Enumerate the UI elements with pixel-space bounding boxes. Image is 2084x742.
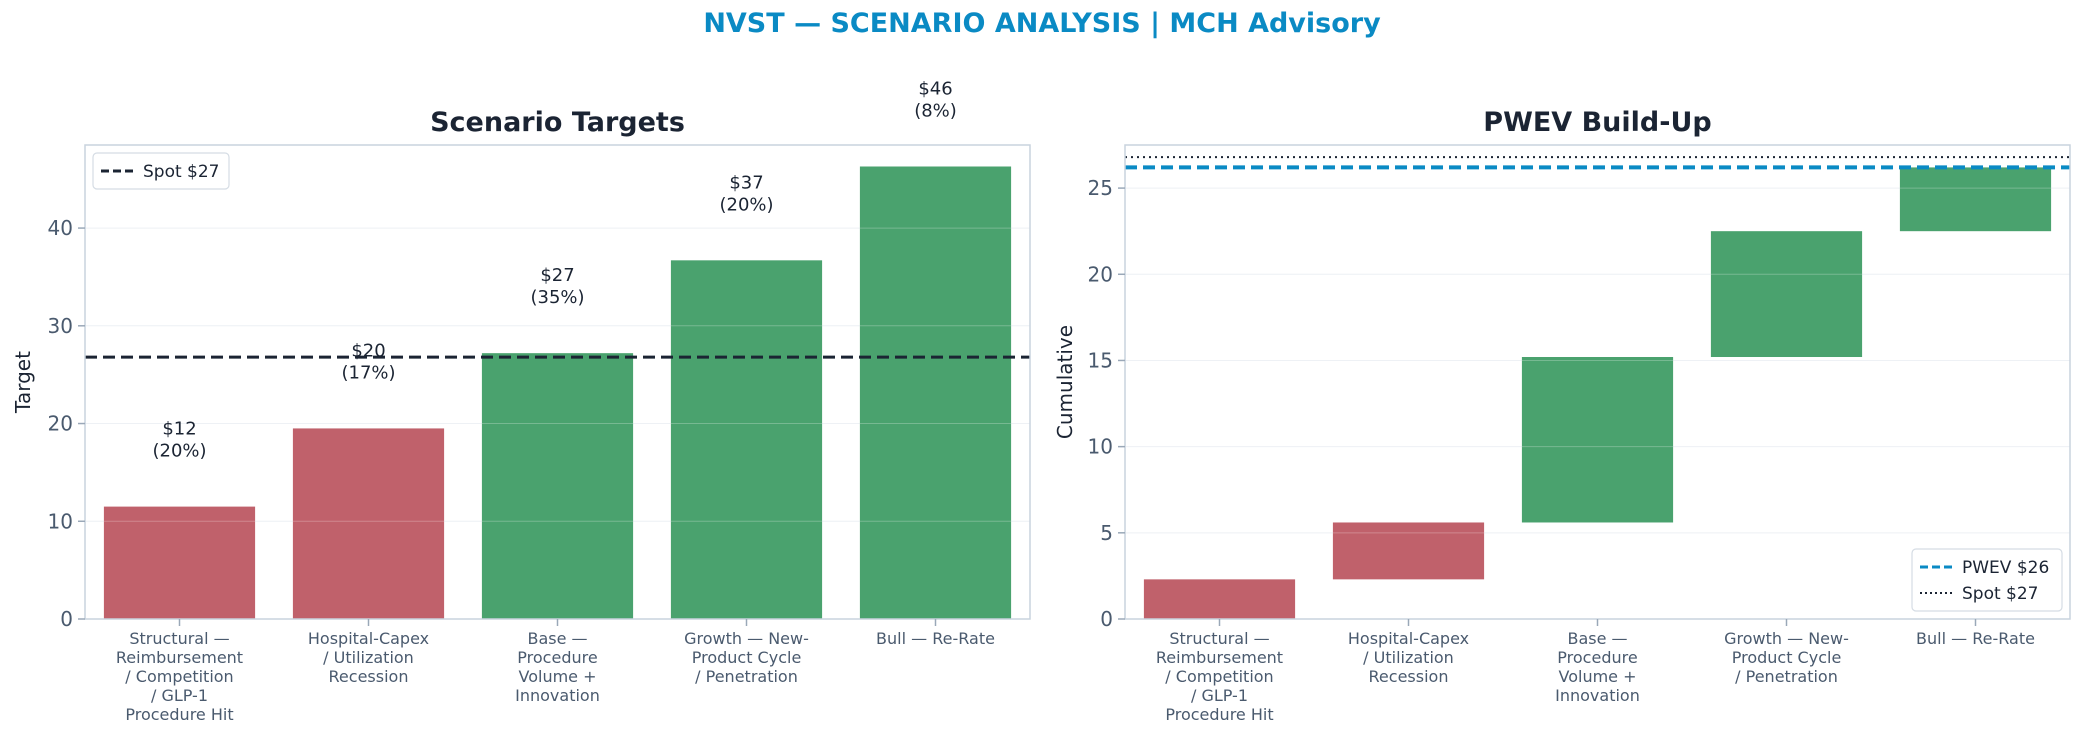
bar-value-label: (17%) — [341, 362, 395, 383]
x-tick-label: Structural — — [1169, 629, 1269, 648]
bar-value-label: $20 — [351, 340, 385, 361]
legend-label: Spot $27 — [143, 162, 220, 182]
bar — [292, 428, 445, 619]
x-tick-label: / Utilization — [323, 648, 414, 667]
x-tick-label: / Competition — [125, 667, 233, 686]
bar — [1899, 167, 2052, 232]
bar — [1710, 231, 1863, 358]
bar — [1143, 579, 1296, 619]
legend-box — [1911, 548, 2063, 612]
x-tick-label: Hospital-Capex — [308, 629, 429, 648]
x-tick-label: Volume + — [1559, 667, 1637, 686]
figure-title: NVST — SCENARIO ANALYSIS | MCH Advisory — [703, 8, 1381, 39]
bar-value-label: (20%) — [152, 441, 206, 462]
pwev-buildup-chart: PWEV Build-Up 0 5 10 15 20 25 Cumulative Structu… — [1053, 107, 2071, 724]
y-axis-label: Target — [11, 351, 35, 414]
x-tick-label: Innovation — [1555, 686, 1640, 705]
x-tick-label: Procedure — [1557, 648, 1637, 667]
bar — [481, 353, 634, 619]
bar-value-label: $12 — [162, 419, 196, 440]
y-tick-label: 10 — [1088, 435, 1113, 459]
x-tick-label: Reimbursement — [1156, 648, 1283, 667]
bar — [1332, 522, 1485, 580]
y-tick-label: 5 — [1100, 521, 1113, 545]
x-tick-label: Procedure — [517, 648, 597, 667]
x-tick-label: Structural — — [129, 629, 229, 648]
y-tick-label: 25 — [1088, 176, 1113, 200]
bar-value-label: $27 — [540, 265, 574, 286]
bar-value-label: $37 — [729, 172, 763, 193]
chart-title: PWEV Build-Up — [1483, 107, 1711, 138]
x-tick-label: / GLP-1 — [1191, 686, 1248, 705]
x-tick-label: / Utilization — [1363, 648, 1454, 667]
x-tick-label: Volume + — [519, 667, 597, 686]
legend: PWEV $26 Spot $27 — [1911, 548, 2063, 612]
x-tick-label: / Penetration — [1735, 667, 1838, 686]
x-tick-label: Base — — [1567, 629, 1627, 648]
x-tick-label: Innovation — [515, 686, 600, 705]
bar — [1521, 357, 1674, 523]
x-tick-label: Bull — Re-Rate — [876, 629, 995, 648]
bar-value-label: (20%) — [719, 194, 773, 215]
y-tick-label: 40 — [48, 216, 73, 240]
bar — [103, 506, 256, 619]
x-tick-label: Bull — Re-Rate — [1916, 629, 2035, 648]
bar-value-label: $46 — [918, 79, 952, 100]
bar — [670, 260, 823, 619]
legend-label: Spot $27 — [1962, 584, 2039, 604]
bar-value-label: (8%) — [914, 101, 957, 122]
scenario-targets-chart: Scenario Targets$12(20%)$20(17%)$27(35%)… — [11, 79, 1031, 724]
y-tick-label: 0 — [60, 607, 73, 631]
x-tick-label: Product Cycle — [692, 648, 802, 667]
x-tick-label: / Competition — [1165, 667, 1273, 686]
y-tick-label: 30 — [48, 314, 73, 338]
chart-title: Scenario Targets — [430, 107, 685, 138]
y-axis-label: Cumulative — [1053, 325, 1077, 439]
y-tick-label: 20 — [1088, 262, 1113, 286]
y-tick-label: 20 — [48, 412, 73, 436]
x-tick-label: Procedure Hit — [125, 705, 233, 724]
bar-value-label: (35%) — [530, 287, 584, 308]
x-tick-label: Hospital-Capex — [1348, 629, 1469, 648]
y-tick-label: 10 — [48, 509, 73, 533]
x-tick-label: / Penetration — [695, 667, 798, 686]
x-tick-label: Growth — New- — [684, 629, 809, 648]
legend: Spot $27 — [92, 152, 230, 190]
x-tick-label: Growth — New- — [1724, 629, 1849, 648]
x-tick-label: Recession — [1369, 667, 1449, 686]
x-tick-label: Product Cycle — [1732, 648, 1842, 667]
bar — [859, 166, 1012, 619]
legend-label: PWEV $26 — [1962, 558, 2049, 578]
x-tick-label: Recession — [329, 667, 409, 686]
x-tick-label: Base — — [527, 629, 587, 648]
y-tick-label: 0 — [1100, 607, 1113, 631]
legend-box — [92, 152, 230, 190]
x-tick-label: / GLP-1 — [151, 686, 208, 705]
x-tick-label: Procedure Hit — [1165, 705, 1273, 724]
x-tick-label: Reimbursement — [116, 648, 243, 667]
y-tick-label: 15 — [1088, 348, 1113, 372]
